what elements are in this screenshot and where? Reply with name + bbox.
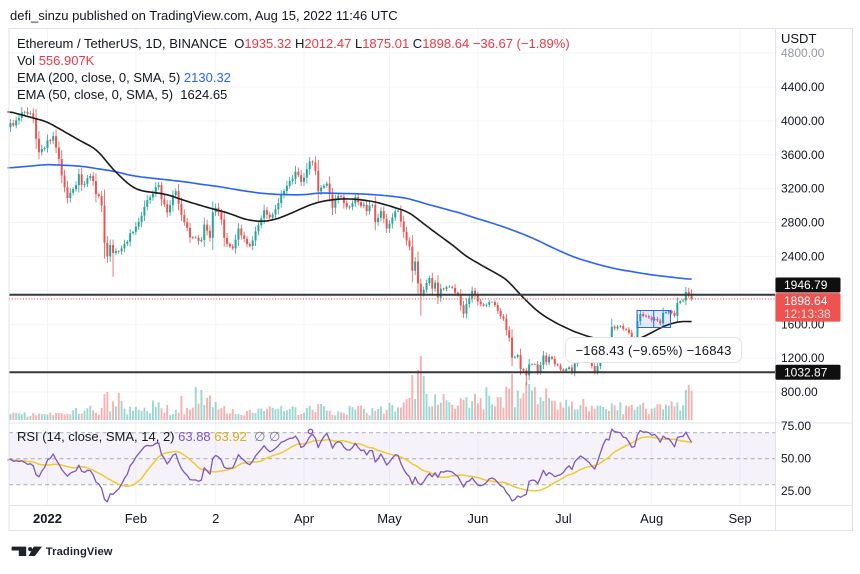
svg-text:Apr: Apr xyxy=(294,511,315,526)
svg-text:USDT: USDT xyxy=(781,31,816,46)
svg-text:Sep: Sep xyxy=(729,511,752,526)
svg-text:25.00: 25.00 xyxy=(781,484,811,498)
svg-text:2022: 2022 xyxy=(33,511,62,526)
svg-text:3600.00: 3600.00 xyxy=(781,148,825,162)
svg-text:May: May xyxy=(377,511,402,526)
svg-text:12:13:38: 12:13:38 xyxy=(784,307,831,321)
svg-text:4800.00: 4800.00 xyxy=(781,46,825,60)
svg-text:2800.00: 2800.00 xyxy=(781,216,825,230)
svg-text:4000.00: 4000.00 xyxy=(781,114,825,128)
svg-text:2: 2 xyxy=(212,511,219,526)
svg-text:Aug: Aug xyxy=(640,511,663,526)
svg-text:75.00: 75.00 xyxy=(781,419,811,433)
svg-text:3200.00: 3200.00 xyxy=(781,182,825,196)
svg-text:800.00: 800.00 xyxy=(781,385,818,399)
svg-text:Feb: Feb xyxy=(125,511,147,526)
svg-text:Jun: Jun xyxy=(467,511,488,526)
svg-text:4400.00: 4400.00 xyxy=(781,80,825,94)
svg-text:Jul: Jul xyxy=(555,511,572,526)
svg-text:1898.64: 1898.64 xyxy=(784,294,828,308)
svg-text:1200.00: 1200.00 xyxy=(781,351,825,365)
svg-text:50.00: 50.00 xyxy=(781,452,811,466)
svg-text:1032.87: 1032.87 xyxy=(784,366,828,380)
svg-text:1946.79: 1946.79 xyxy=(784,278,828,292)
svg-text:2400.00: 2400.00 xyxy=(781,249,825,263)
svg-text:TradingView: TradingView xyxy=(46,546,113,558)
